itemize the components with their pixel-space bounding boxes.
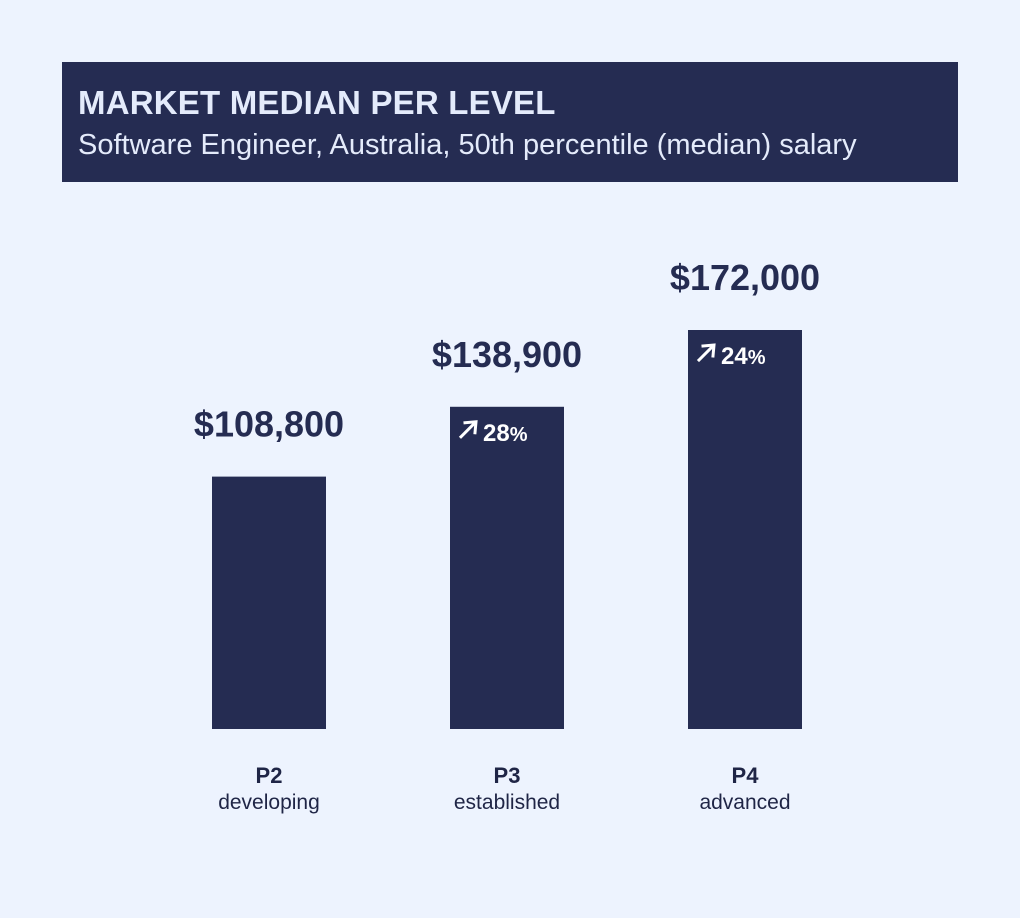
category-label: P4 <box>732 763 760 788</box>
arrow-up-right-icon <box>696 343 716 363</box>
chart-title: MARKET MEDIAN PER LEVEL <box>78 84 556 121</box>
bar-group-p2: $108,800 P2 developing <box>194 404 344 814</box>
value-label: $138,900 <box>432 334 582 375</box>
arrow-up-right-icon <box>458 420 478 439</box>
growth-label: 24% <box>721 343 766 370</box>
category-sublabel: advanced <box>699 791 790 814</box>
value-label: $172,000 <box>670 257 820 298</box>
category-label: P3 <box>494 763 521 788</box>
category-sublabel: developing <box>218 791 320 814</box>
value-label: $108,800 <box>194 404 344 445</box>
category-label: P2 <box>256 763 283 788</box>
chart-subtitle: Software Engineer, Australia, 50th perce… <box>78 129 857 161</box>
growth-badge: 24% <box>696 343 766 370</box>
growth-badge: 28% <box>458 420 528 447</box>
bar-p3 <box>450 406 564 729</box>
bar-p4 <box>688 330 802 729</box>
bar-p2 <box>212 476 326 729</box>
bar-group-p3: $138,900 28% P3 established <box>432 334 582 814</box>
category-sublabel: established <box>454 791 560 814</box>
growth-label: 28% <box>483 420 528 447</box>
bar-group-p4: $172,000 24% P4 advanced <box>670 257 820 814</box>
chart-header: MARKET MEDIAN PER LEVEL Software Enginee… <box>62 62 958 182</box>
